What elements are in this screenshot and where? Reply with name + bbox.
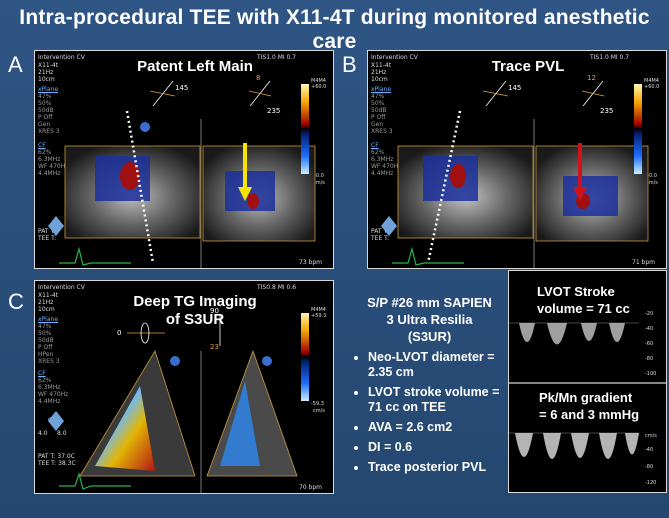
panel-a-title: Patent Left Main [137,58,253,75]
panel-b-echo-image: Intervention CV TIS1.0 MI 0.7 X11-4t 21H… [367,50,667,269]
panel-c-title-line-1: Deep TG Imaging [133,293,257,310]
panel-c-scale-unit: cm/s [313,408,325,414]
panel-a-echo-image: Intervention CV TIS1.0 MI 0.7 X11-4t 21H… [34,50,334,269]
panel-b-title: Trace PVL [491,58,565,75]
panel-a-probe-info: X11-4t 21Hz 10cm [38,62,59,83]
panel-c-graphics [48,313,309,493]
panel-d-top-scale-4: -80 [645,356,654,362]
panel-c-depth-right: 8.0 [57,430,67,437]
panel-a-angle-2: 8 [256,74,261,82]
panel-d-top-scale-2: -40 [645,326,654,332]
panel-b-xplane-settings: 47% 50% 50dB P Off Gen XRES 3 [371,93,393,135]
panel-b-angle-3: 235 [600,107,614,115]
panel-c-cf-settings: 62% 6.3MHz WF 470Hz 4.4MHz [38,377,69,405]
summary-heading: S/P #26 mm SAPIEN 3 Ultra Resilia (S3UR) [352,294,507,345]
panel-c-scale-min: -59.3 [311,401,324,407]
panel-c-heart-rate: 70 bpm [299,484,323,491]
panel-b-scale-unit: cm/s [646,180,658,186]
panel-c-echo-image: Intervention CV TIS0.8 MI 0.6 X11-4t 21H… [34,280,334,494]
panel-c-header-left: Intervention CV [38,284,85,291]
panel-b-cf-settings: 62% 6.3MHz WF 470Hz 4.4MHz [371,149,402,177]
panel-b-scale-label: M4M4 [644,78,659,84]
panel-b-angle-1: 145 [508,84,522,92]
panel-b-xplane: xPlane [371,86,392,93]
panel-d-top-text-line-2: volume = 71 cc [537,301,630,316]
panel-a-header-left: Intervention CV [38,54,85,61]
panel-a-scale-max: +60.0 [311,84,327,90]
panel-a-scale-min: -60.0 [311,173,324,179]
panel-b-probe-info: X11-4t 21Hz 10cm [371,62,392,83]
panel-d-top-scale-1: -20 [645,311,654,317]
summary-bullet-5: Trace posterior PVL [368,460,510,475]
panel-label-a: A [8,52,23,77]
panel-b-heart-rate: 71 bpm [632,259,656,266]
summary-bullet-3: AVA = 2.6 cm2 [368,420,510,435]
panel-a-xplane-settings: 47% 50% 50dB P Off Gen XRES 3 [38,93,60,135]
panel-d-top-scale-5: -100 [645,371,657,377]
panel-c-probe-info: X11-4t 21Hz 10cm [38,292,59,313]
panel-c-scale-label: M4M4 [311,307,326,313]
panel-d-bottom-scale-1: cm/s [645,433,657,439]
panel-a-header-right: TIS1.0 MI 0.7 [257,54,297,61]
panel-c-angle-2: 90 [210,307,219,315]
panel-a-angle-3: 235 [267,107,281,115]
panel-d-bottom-text-line-1: Pk/Mn gradient [539,390,633,405]
panel-c-title: Deep TG Imaging of S3UR [115,293,275,329]
panel-b-header-left: Intervention CV [371,54,418,61]
panel-c-pat-tee: PAT T: 37.0C TEE T: 38.3C [38,453,76,467]
panel-d-top-text: LVOT Stroke volume = 71 cc [537,283,662,317]
panel-c-scale-max: +59.3 [311,313,327,319]
panel-a-scale-label: M4M4 [311,78,326,84]
summary-bullet-list: Neo-LVOT diameter = 2.35 cm LVOT stroke … [352,350,510,480]
panel-c-title-line-2: of S3UR [165,311,225,328]
panel-c-xplane: xPlane [38,316,59,323]
panel-d-bottom-scale-3: -80 [645,464,654,470]
panel-c-xplane-settings: 47% 50% 50dB P Off HPen XRES 3 [38,323,60,365]
panel-c-depth-left: 4.0 [38,430,48,437]
panel-b-cf: CF [371,142,379,149]
panel-c-angle-1: 0 [117,329,122,337]
panel-b-angle-2: 12 [587,74,596,82]
panel-a-scale-unit: cm/s [313,180,325,186]
panel-b-scale-max: +60.0 [644,84,660,90]
summary-bullet-2: LVOT stroke volume = 71 cc on TEE [368,385,510,415]
panel-c-cf: CF [38,370,46,377]
panel-b-graphics [381,80,649,268]
summary-heading-line-2: 3 Ultra Resilia [386,312,473,327]
panel-a-cf-settings: 62% 6.3MHz WF 470Hz 4.4MHz [38,149,69,177]
summary-bullet-4: DI = 0.6 [368,440,510,455]
summary-heading-line-3: (S3UR) [407,329,452,344]
panel-label-c: C [8,289,24,314]
panel-c-angle-3: 23 [210,343,219,351]
panel-d-top-scale-3: -60 [645,341,654,347]
panel-b-scale-min: -60.0 [644,173,657,179]
panel-d-bottom-scale-2: -40 [645,447,654,453]
panel-d-doppler-image: -20 -40 -60 -80 -100 cm/s -40 -80 -120 L… [508,270,667,493]
panel-label-b: B [342,52,357,77]
panel-a-cf: CF [38,142,46,149]
panel-b-header-right: TIS1.0 MI 0.7 [590,54,630,61]
panel-d-bottom-scale-4: -120 [645,480,657,486]
panel-a-xplane: xPlane [38,86,59,93]
panel-c-header-right: TIS0.8 MI 0.6 [257,284,297,291]
summary-bullet-1: Neo-LVOT diameter = 2.35 cm [368,350,510,380]
slide-title: Intra-procedural TEE with X11-4T during … [19,6,650,53]
panel-d-bottom-text-line-2: = 6 and 3 mmHg [539,407,640,422]
panel-d-graphics [509,271,666,492]
summary-heading-line-1: S/P #26 mm SAPIEN [367,295,492,310]
panel-a-heart-rate: 73 bpm [299,259,323,266]
panel-d-top-text-line-1: LVOT Stroke [537,284,615,299]
panel-a-angle-1: 145 [175,84,189,92]
panel-d-bottom-text: Pk/Mn gradient = 6 and 3 mmHg [539,389,664,423]
panel-a-graphics [48,80,316,268]
